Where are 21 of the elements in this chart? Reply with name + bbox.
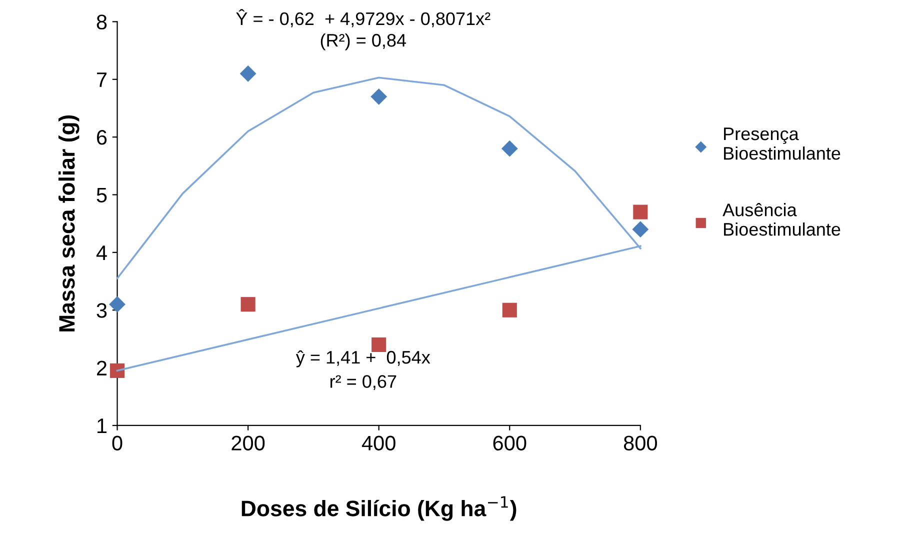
y-tick-label: 8: [96, 14, 107, 30]
annotation: Ŷ = - 0,62 + 4,9729x - 0,8071x²: [236, 9, 490, 28]
y-tick-label: 6: [97, 130, 107, 145]
x-axis-title: Doses de Silício (Kg ha$^{−1}$): [242, 496, 516, 521]
x-tick-label: 200: [232, 436, 265, 450]
x-tick-label: 800: [624, 436, 657, 450]
y-tick-label: 4: [96, 246, 107, 260]
x-tick-label: 400: [362, 436, 396, 450]
y-tick-label: 1: [98, 418, 107, 434]
annotation: (R²) = 0,84: [320, 33, 406, 50]
annotation: ŷ = 1,41 + 0,54x: [296, 350, 430, 368]
annotation: r² = 0,67: [330, 375, 396, 390]
legend-label: Ausência Bioestimulante: [722, 203, 840, 236]
y-axis-title: Massa seca foliar (g): [58, 115, 80, 332]
x-tick-label: 0: [112, 436, 122, 450]
y-tick-label: 2: [97, 360, 106, 376]
y-tick-label: 3: [96, 303, 107, 318]
y-tick-label: 7: [97, 72, 106, 87]
legend-label: Presença Bioestimulante: [724, 128, 840, 160]
y-tick-label: 5: [96, 188, 107, 202]
x-tick-label: 600: [493, 436, 526, 450]
